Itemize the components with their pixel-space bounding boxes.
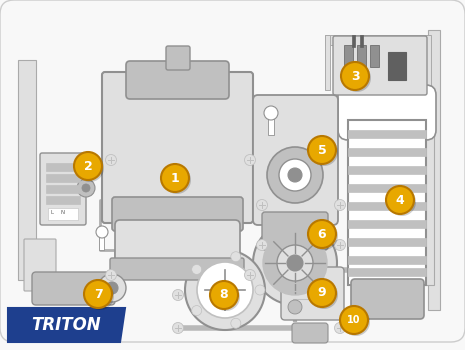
- Bar: [370, 45, 379, 67]
- Text: 2: 2: [84, 160, 93, 173]
- Polygon shape: [8, 308, 125, 342]
- Bar: [46, 163, 80, 171]
- FancyBboxPatch shape: [110, 258, 244, 280]
- Circle shape: [212, 283, 240, 311]
- FancyBboxPatch shape: [40, 153, 86, 225]
- Circle shape: [334, 322, 345, 334]
- Bar: [348, 148, 426, 156]
- Circle shape: [308, 136, 336, 164]
- Circle shape: [334, 199, 345, 210]
- Circle shape: [231, 252, 241, 262]
- Circle shape: [96, 226, 108, 238]
- Bar: [348, 166, 426, 174]
- Circle shape: [279, 159, 311, 191]
- Bar: [325, 35, 330, 90]
- FancyBboxPatch shape: [102, 72, 253, 223]
- Bar: [426, 35, 431, 90]
- Text: 10: 10: [347, 315, 361, 325]
- Circle shape: [98, 274, 126, 302]
- Circle shape: [386, 186, 414, 214]
- Circle shape: [264, 106, 278, 120]
- Bar: [348, 238, 426, 246]
- Text: 1: 1: [171, 172, 179, 184]
- Bar: [48, 208, 78, 220]
- Bar: [348, 268, 426, 276]
- Circle shape: [277, 245, 313, 281]
- Text: 5: 5: [318, 144, 326, 156]
- Bar: [268, 113, 274, 135]
- Bar: [46, 185, 80, 193]
- Circle shape: [197, 262, 253, 318]
- Circle shape: [342, 308, 370, 336]
- FancyBboxPatch shape: [24, 239, 56, 291]
- Circle shape: [192, 265, 202, 274]
- Circle shape: [308, 220, 336, 248]
- Circle shape: [84, 280, 112, 308]
- Text: 4: 4: [396, 194, 405, 206]
- FancyBboxPatch shape: [262, 212, 328, 250]
- Circle shape: [308, 279, 336, 307]
- Text: L    N: L N: [51, 210, 65, 216]
- Circle shape: [255, 285, 265, 295]
- Text: 8: 8: [219, 288, 228, 301]
- Circle shape: [77, 179, 95, 197]
- Circle shape: [173, 322, 184, 334]
- Circle shape: [310, 281, 338, 309]
- Bar: [18, 60, 36, 280]
- Circle shape: [185, 250, 265, 330]
- Circle shape: [106, 282, 118, 294]
- Bar: [360, 35, 363, 47]
- FancyBboxPatch shape: [351, 279, 424, 319]
- Circle shape: [343, 64, 371, 92]
- Bar: [348, 120, 426, 285]
- Circle shape: [388, 188, 416, 216]
- Circle shape: [219, 284, 231, 296]
- Circle shape: [161, 164, 189, 192]
- Bar: [424, 130, 434, 285]
- FancyBboxPatch shape: [253, 95, 338, 225]
- Bar: [352, 35, 355, 47]
- Circle shape: [245, 154, 255, 166]
- Circle shape: [334, 239, 345, 251]
- Text: TRITON: TRITON: [31, 316, 101, 334]
- Circle shape: [192, 306, 202, 316]
- FancyBboxPatch shape: [126, 61, 229, 99]
- Circle shape: [288, 168, 302, 182]
- FancyBboxPatch shape: [166, 46, 190, 70]
- Bar: [344, 45, 353, 67]
- Bar: [348, 202, 426, 210]
- Bar: [428, 30, 440, 310]
- Circle shape: [163, 166, 191, 194]
- Text: 7: 7: [93, 287, 102, 301]
- Circle shape: [74, 152, 102, 180]
- Circle shape: [82, 184, 90, 192]
- Bar: [388, 52, 406, 80]
- Circle shape: [106, 154, 117, 166]
- Bar: [46, 174, 80, 182]
- Bar: [348, 256, 426, 264]
- Bar: [357, 45, 366, 67]
- FancyBboxPatch shape: [115, 220, 240, 270]
- FancyBboxPatch shape: [338, 85, 436, 140]
- Circle shape: [310, 222, 338, 250]
- Circle shape: [288, 300, 302, 314]
- Circle shape: [253, 221, 337, 305]
- FancyBboxPatch shape: [32, 272, 115, 305]
- Circle shape: [173, 289, 184, 301]
- Circle shape: [76, 154, 104, 182]
- Circle shape: [231, 318, 241, 328]
- Circle shape: [267, 147, 323, 203]
- Circle shape: [210, 281, 238, 309]
- Text: 3: 3: [351, 70, 359, 83]
- Circle shape: [106, 270, 117, 280]
- Circle shape: [310, 138, 338, 166]
- Circle shape: [263, 231, 327, 295]
- FancyBboxPatch shape: [281, 267, 344, 320]
- Circle shape: [257, 239, 267, 251]
- FancyBboxPatch shape: [292, 323, 328, 343]
- Bar: [348, 130, 426, 138]
- Text: 6: 6: [318, 228, 326, 240]
- Bar: [99, 232, 104, 250]
- Circle shape: [341, 62, 369, 90]
